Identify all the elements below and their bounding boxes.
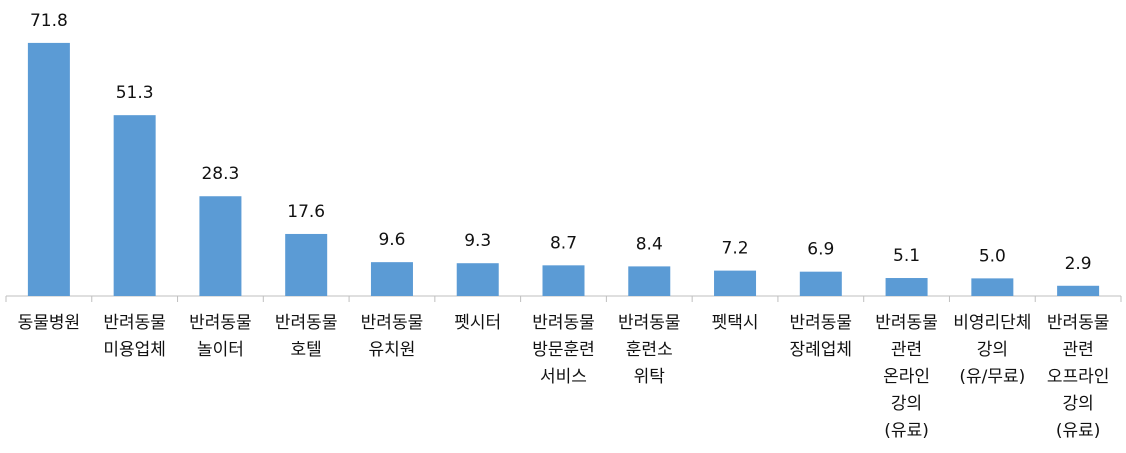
x-tick-label: 온라인 [883, 367, 930, 387]
x-tick-label: (유/무료) [959, 367, 1025, 387]
bar [456, 263, 499, 296]
bar [113, 115, 156, 296]
x-tick-label: 펫택시 [712, 313, 759, 333]
x-tick-label: 관련 [1062, 340, 1093, 360]
bar [199, 196, 242, 296]
bar [714, 270, 757, 296]
bar [971, 278, 1014, 296]
value-label: 28.3 [201, 164, 239, 184]
value-label: 6.9 [807, 240, 834, 260]
value-label: 9.6 [378, 230, 405, 250]
x-tick-label: 반려동물 [189, 313, 252, 333]
x-tick-label: 반려동물 [532, 313, 595, 333]
bar [542, 265, 585, 296]
x-tick-label: 강의 [891, 394, 922, 414]
value-label: 8.7 [550, 233, 577, 253]
x-tick-label: 동물병원 [18, 313, 81, 333]
x-tick-label: 비영리단체 [953, 313, 1031, 333]
bar [370, 262, 413, 296]
bar [285, 233, 328, 296]
value-label: 5.0 [979, 246, 1006, 266]
bar [628, 266, 671, 296]
bar [885, 278, 928, 296]
x-tick-label: 반려동물 [875, 313, 938, 333]
x-tick-label: (유료) [1056, 421, 1101, 441]
x-tick-label: 반려동물 [1047, 313, 1110, 333]
x-tick-label: 관련 [891, 340, 922, 360]
x-tick-label: 미용업체 [103, 340, 166, 360]
x-tick-label: 호텔 [291, 340, 322, 360]
x-tick-label: 서비스 [540, 367, 587, 387]
x-tick-label: 강의 [1062, 394, 1093, 414]
value-label: 71.8 [30, 11, 68, 31]
x-tick-label: 펫시터 [454, 313, 501, 333]
x-tick-label: (유료) [884, 421, 929, 441]
x-tick-label: 강의 [977, 340, 1008, 360]
x-tick-label: 반려동물 [618, 313, 681, 333]
x-tick-label: 훈련소 [626, 340, 673, 360]
x-tick-label: 놀이터 [197, 340, 244, 360]
x-tick-label: 장례업체 [790, 340, 853, 360]
x-tick-label: 방문훈련 [532, 340, 595, 360]
x-tick-label: 반려동물 [103, 313, 166, 333]
x-tick-label: 반려동물 [361, 313, 424, 333]
bar [1057, 285, 1100, 296]
x-tick-label: 유치원 [369, 340, 416, 360]
value-label: 8.4 [636, 234, 663, 254]
value-label: 2.9 [1065, 254, 1092, 274]
bar [799, 271, 842, 296]
x-tick-label: 오프라인 [1047, 367, 1110, 387]
value-label: 9.3 [464, 231, 491, 251]
x-tick-label: 반려동물 [790, 313, 853, 333]
value-label: 7.2 [722, 239, 749, 259]
x-tick-label: 위탁 [634, 367, 666, 387]
value-label: 5.1 [893, 246, 920, 266]
value-label: 51.3 [116, 83, 154, 103]
value-label: 17.6 [287, 202, 325, 222]
bar [27, 42, 70, 296]
x-tick-label: 반려동물 [275, 313, 338, 333]
